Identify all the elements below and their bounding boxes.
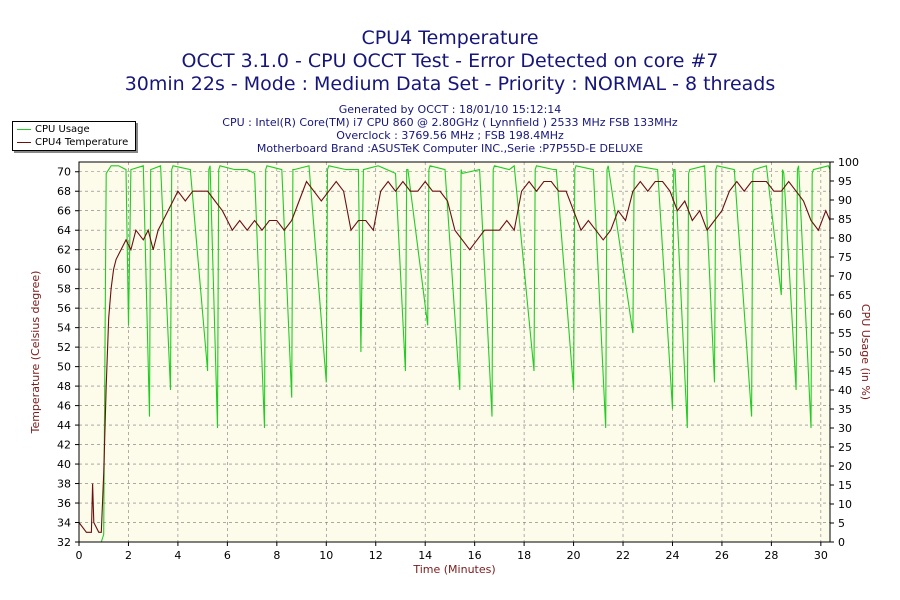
x-tick-label: 18 — [517, 549, 531, 562]
y2-axis-title: CPU Usage (in %) — [859, 304, 872, 400]
y2-tick-label: 65 — [838, 289, 852, 302]
y2-tick-label: 0 — [838, 536, 845, 549]
x-tick-label: 24 — [665, 549, 679, 562]
x-tick-label: 22 — [616, 549, 630, 562]
y-tick-label: 36 — [57, 497, 71, 510]
y2-tick-label: 20 — [838, 460, 852, 473]
y2-tick-label: 45 — [838, 365, 852, 378]
series-line-cpu4-temperature — [78, 180, 831, 533]
x-tick-label: 8 — [273, 549, 280, 562]
y2-tick-label: 35 — [838, 403, 852, 416]
legend-swatch-cpu4-temperature — [17, 141, 31, 143]
legend: CPU Usage CPU4 Temperature — [12, 121, 136, 151]
chart-subtitle-test: OCCT 3.1.0 - CPU OCCT Test - Error Detec… — [181, 50, 719, 72]
y-tick-label: 66 — [57, 205, 71, 218]
y2-tick-label: 30 — [838, 422, 852, 435]
y-tick-label: 70 — [57, 166, 71, 179]
axis-ticks: 3234363840424446485052545658606264666870… — [57, 156, 859, 562]
legend-label-cpu4-temperature: CPU4 Temperature — [35, 137, 129, 148]
x-tick-label: 30 — [814, 549, 828, 562]
y-tick-label: 38 — [57, 478, 71, 491]
y-tick-label: 42 — [57, 439, 71, 452]
y-tick-label: 32 — [57, 536, 71, 549]
y2-tick-label: 75 — [838, 251, 852, 264]
chart-subtitle-mode: 30min 22s - Mode : Medium Data Set - Pri… — [124, 73, 776, 95]
x-tick-label: 14 — [418, 549, 432, 562]
y2-tick-label: 5 — [838, 517, 845, 530]
y-tick-label: 46 — [57, 400, 71, 413]
y-tick-label: 56 — [57, 302, 71, 315]
info-motherboard: Motherboard Brand :ASUSTeK Computer INC.… — [256, 142, 644, 155]
x-tick-label: 2 — [125, 549, 132, 562]
y2-tick-label: 50 — [838, 346, 852, 359]
y-tick-label: 34 — [57, 517, 71, 530]
legend-label-cpu-usage: CPU Usage — [35, 124, 90, 135]
legend-item-cpu4-temperature: CPU4 Temperature — [17, 137, 128, 149]
y-tick-label: 64 — [57, 224, 71, 237]
y-tick-label: 60 — [57, 263, 71, 276]
y-tick-label: 68 — [57, 185, 71, 198]
y2-tick-label: 55 — [838, 327, 852, 340]
info-cpu: CPU : Intel(R) Core(TM) i7 CPU 860 @ 2.8… — [222, 116, 678, 129]
x-tick-label: 16 — [468, 549, 482, 562]
series-line-cpu-usage — [79, 164, 831, 543]
x-tick-label: 28 — [764, 549, 778, 562]
plot-frame — [78, 161, 831, 543]
y-tick-label: 54 — [57, 322, 71, 335]
y2-tick-label: 95 — [838, 175, 852, 188]
x-tick-label: 4 — [174, 549, 181, 562]
x-tick-label: 6 — [224, 549, 231, 562]
x-tick-label: 26 — [715, 549, 729, 562]
y2-tick-label: 85 — [838, 213, 852, 226]
y-tick-label: 48 — [57, 380, 71, 393]
y2-tick-label: 100 — [838, 156, 859, 169]
x-axis-title: Time (Minutes) — [412, 563, 495, 576]
y2-tick-label: 70 — [838, 270, 852, 283]
y2-tick-label: 90 — [838, 194, 852, 207]
y-tick-label: 50 — [57, 361, 71, 374]
x-tick-label: 0 — [76, 549, 83, 562]
y2-tick-label: 25 — [838, 441, 852, 454]
chart-title: CPU4 Temperature — [361, 27, 539, 49]
info-overclock: Overclock : 3769.56 MHz ; FSB 198.4MHz — [336, 129, 564, 142]
y2-tick-label: 80 — [838, 232, 852, 245]
plot-background — [79, 162, 830, 542]
y-tick-label: 62 — [57, 244, 71, 257]
x-tick-label: 20 — [567, 549, 581, 562]
legend-item-cpu-usage: CPU Usage — [17, 124, 90, 136]
y-tick-label: 40 — [57, 458, 71, 471]
y-tick-label: 58 — [57, 283, 71, 296]
info-generated: Generated by OCCT : 18/01/10 15:12:14 — [338, 103, 562, 116]
legend-swatch-cpu-usage — [17, 128, 31, 130]
y2-tick-label: 40 — [838, 384, 852, 397]
y-tick-label: 52 — [57, 341, 71, 354]
y-axis-title: Temperature (Celsius degree) — [29, 271, 42, 435]
y2-tick-label: 10 — [838, 498, 852, 511]
y2-tick-label: 60 — [838, 308, 852, 321]
y2-tick-label: 15 — [838, 479, 852, 492]
y-tick-label: 44 — [57, 419, 71, 432]
x-tick-label: 10 — [319, 549, 333, 562]
x-tick-label: 12 — [369, 549, 383, 562]
